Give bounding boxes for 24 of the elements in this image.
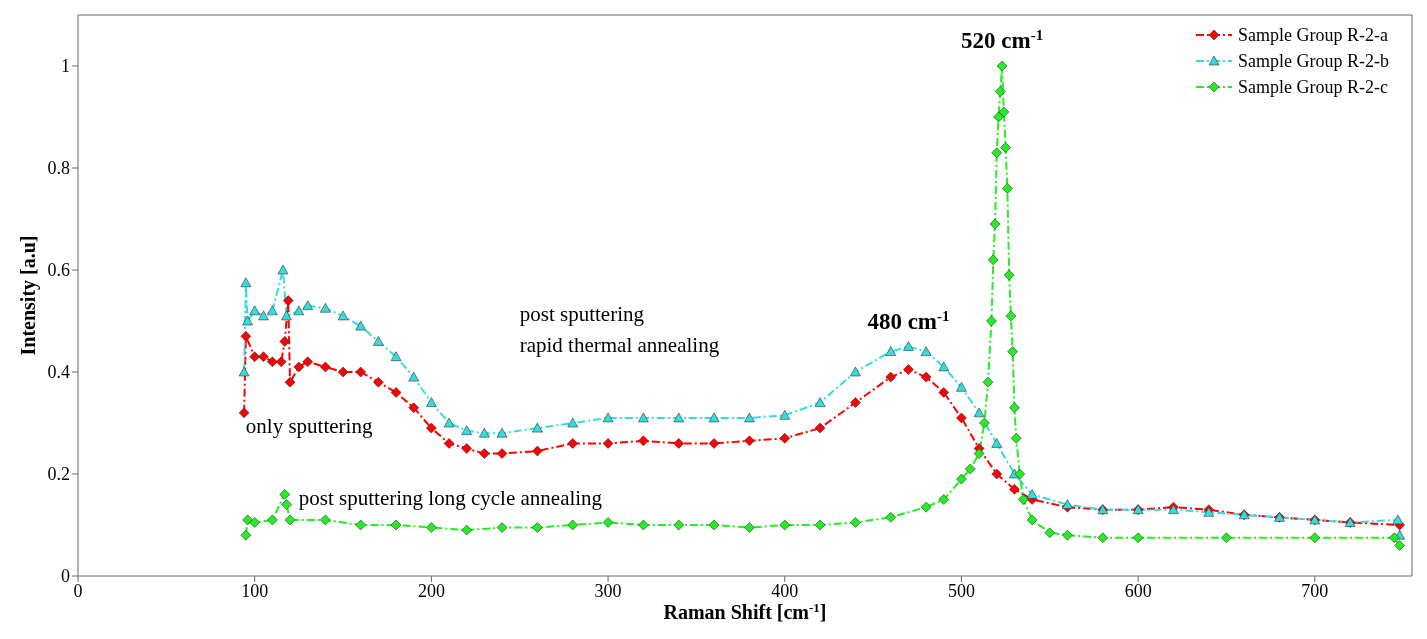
y-tick-label: 0.4 [47,362,70,383]
annotation: 520 cm$^{-1}$ [961,27,1044,53]
annotation: post sputtering [519,302,645,326]
x-tick-label: 600 [1124,580,1152,601]
legend-label: Sample Group R-2-c [1238,76,1388,99]
y-tick-label: 0.2 [47,464,70,485]
x-tick-label: 500 [947,580,975,601]
y-tick-label: 0 [61,566,70,587]
annotation: post sputtering long cycle annealing [298,485,603,510]
y-tick-label: 0.8 [47,158,70,179]
x-tick-label: 100 [241,580,269,601]
legend-label: Sample Group R-2-b [1238,50,1389,73]
x-tick-label: 700 [1301,580,1329,601]
x-axis-title: Raman Shift [cm$^{-1}$] [663,599,827,623]
y-axis-title: Intensity [a.u] [17,235,40,356]
x-tick-label: 400 [771,580,799,601]
y-tick-label: 0.6 [47,260,70,281]
y-tick-label: 1 [61,56,70,77]
x-tick-label: 200 [417,580,445,601]
annotation: 480 cm$^{-1}$ [867,307,950,334]
annotation: rapid thermal annealing [519,332,720,357]
annotation: only sputtering [245,414,373,439]
x-tick-label: 300 [594,580,622,601]
legend-label: Sample Group R-2-a [1238,24,1388,47]
